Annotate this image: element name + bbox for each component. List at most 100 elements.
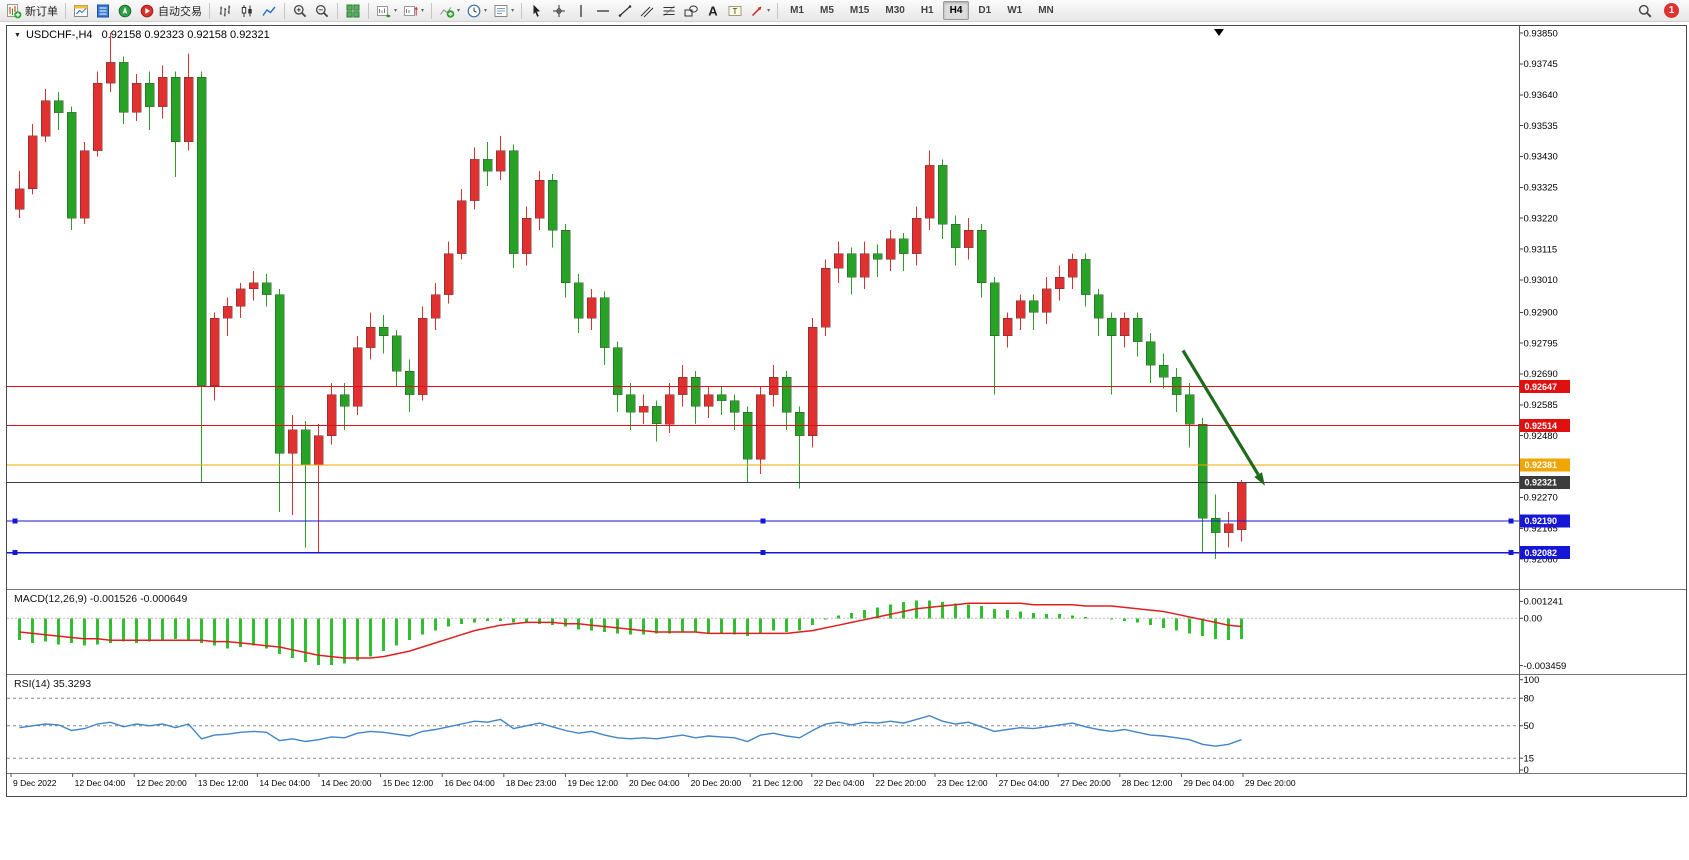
svg-text:15 Dec 12:00: 15 Dec 12:00 bbox=[383, 778, 434, 788]
auto-trading-button[interactable]: 自动交易 bbox=[137, 1, 204, 21]
cursor-icon bbox=[529, 3, 545, 19]
shapes-button[interactable] bbox=[681, 1, 701, 21]
svg-text:0.92690: 0.92690 bbox=[1524, 369, 1558, 380]
timeframe-m1[interactable]: M1 bbox=[790, 5, 804, 16]
chevron-down-icon: ▾ bbox=[394, 8, 398, 14]
shapes-icon bbox=[683, 3, 699, 19]
new-chart-icon bbox=[73, 3, 89, 19]
zoom-out-icon bbox=[314, 3, 330, 19]
svg-text:0.93745: 0.93745 bbox=[1524, 59, 1558, 70]
svg-text:0.92381: 0.92381 bbox=[1525, 460, 1558, 470]
templates-button[interactable]: ▾ bbox=[491, 1, 516, 21]
fibonacci-button[interactable] bbox=[659, 1, 679, 21]
text-label-button[interactable]: T bbox=[725, 1, 745, 21]
svg-text:0.001241: 0.001241 bbox=[1524, 597, 1564, 608]
cursor-button[interactable] bbox=[527, 1, 547, 21]
equidistant-channel-button[interactable] bbox=[637, 1, 657, 21]
svg-text:12 Dec 20:00: 12 Dec 20:00 bbox=[136, 778, 187, 788]
rsi-label: RSI(14) 35.3293 bbox=[14, 678, 92, 690]
hline-support-1[interactable] bbox=[7, 518, 1519, 524]
trendline-button[interactable] bbox=[615, 1, 635, 21]
new-order-button[interactable]: 新订单 bbox=[4, 1, 60, 21]
toolbar-separator bbox=[209, 2, 210, 19]
search-button[interactable] bbox=[1635, 1, 1655, 21]
svg-text:22 Dec 04:00: 22 Dec 04:00 bbox=[814, 778, 865, 788]
timeframe-w1[interactable]: W1 bbox=[1007, 5, 1023, 16]
text-label-icon: T bbox=[727, 3, 743, 19]
market-watch-button[interactable] bbox=[93, 1, 113, 21]
macd-histogram bbox=[18, 600, 1243, 665]
new-order-icon bbox=[6, 3, 22, 19]
line-chart-button[interactable] bbox=[259, 1, 279, 21]
toolbar-right: 1 bbox=[1634, 1, 1686, 21]
svg-text:29 Dec 20:00: 29 Dec 20:00 bbox=[1245, 778, 1296, 788]
periods-button[interactable]: ▾ bbox=[464, 1, 489, 21]
timeframe-h1[interactable]: H1 bbox=[920, 5, 934, 16]
zoom-out-button[interactable] bbox=[312, 1, 332, 21]
svg-text:0.92165: 0.92165 bbox=[1524, 524, 1558, 535]
svg-text:0.93115: 0.93115 bbox=[1524, 244, 1558, 255]
notification-badge[interactable]: 1 bbox=[1664, 3, 1679, 18]
tile-windows-button[interactable] bbox=[343, 1, 363, 21]
toolbar-separator bbox=[431, 2, 433, 19]
auto-scroll-button[interactable]: ▾ bbox=[374, 1, 399, 21]
timeframe-h4[interactable]: H4 bbox=[942, 1, 970, 20]
vertical-line-button[interactable] bbox=[571, 1, 591, 21]
trendline-icon bbox=[617, 3, 633, 19]
rsi-pane: 100 80 50 150 bbox=[7, 675, 1539, 776]
timeframe-m15[interactable]: M15 bbox=[849, 5, 870, 16]
svg-text:0.92480: 0.92480 bbox=[1524, 431, 1558, 442]
svg-text:0.92900: 0.92900 bbox=[1524, 308, 1558, 319]
crosshair-icon bbox=[551, 3, 567, 19]
chevron-down-icon: ▾ bbox=[767, 8, 771, 14]
new-chart-button[interactable] bbox=[71, 1, 91, 21]
svg-text:16 Dec 04:00: 16 Dec 04:00 bbox=[444, 778, 495, 788]
svg-text:0.93850: 0.93850 bbox=[1524, 28, 1558, 39]
pane-separators bbox=[7, 26, 1686, 774]
macd-signal-line bbox=[19, 602, 1242, 659]
timeframe-d1[interactable]: D1 bbox=[978, 5, 992, 16]
svg-text:27 Dec 20:00: 27 Dec 20:00 bbox=[1060, 778, 1111, 788]
bar-chart-button[interactable] bbox=[215, 1, 235, 21]
arrows-button[interactable]: ▾ bbox=[747, 1, 772, 21]
symbol-name: USDCHF-,H4 bbox=[25, 29, 93, 41]
zoom-in-button[interactable] bbox=[290, 1, 310, 21]
svg-text:27 Dec 04:00: 27 Dec 04:00 bbox=[999, 778, 1050, 788]
svg-text:0.93010: 0.93010 bbox=[1524, 275, 1558, 286]
candle-chart-button[interactable] bbox=[237, 1, 257, 21]
timeframe-m5[interactable]: M5 bbox=[820, 5, 834, 16]
svg-text:0.93325: 0.93325 bbox=[1524, 183, 1558, 194]
indicators-button[interactable]: ▾ bbox=[437, 1, 462, 21]
hline-support-2[interactable] bbox=[7, 550, 1519, 556]
svg-text:0.92585: 0.92585 bbox=[1524, 400, 1558, 411]
line-chart-icon bbox=[261, 3, 277, 19]
time-axis: 9 Dec 2022 12 Dec 04:00 12 Dec 20:00 13 Dec… bbox=[10, 773, 1296, 788]
timeframe-m30[interactable]: M30 bbox=[885, 5, 905, 16]
text-button[interactable]: A bbox=[703, 1, 723, 21]
symbol-label[interactable]: ▼ USDCHF-,H4 0.92158 0.92323 0.92158 0.9… bbox=[14, 29, 270, 41]
svg-text:A: A bbox=[708, 3, 718, 18]
horizontal-line-button[interactable] bbox=[593, 1, 613, 21]
macd-label: MACD(12,26,9) -0.001526 -0.000649 bbox=[14, 593, 188, 605]
chart-window: 0.93850 0.93745 0.93640 0.93535 0.93430 0.933… bbox=[6, 25, 1687, 797]
svg-text:-0.003459: -0.003459 bbox=[1524, 661, 1567, 672]
search-icon bbox=[1637, 3, 1653, 19]
crosshair-button[interactable] bbox=[549, 1, 569, 21]
trend-arrow-annotation[interactable] bbox=[1181, 349, 1265, 486]
svg-text:14 Dec 04:00: 14 Dec 04:00 bbox=[259, 778, 310, 788]
vertical-line-icon bbox=[573, 3, 589, 19]
toolbar-buttons: 新订单 自动交易 ▾ ▾ ▾ ▾ ▾ A T ▾ M1 M5 M15 M30 H1 H4 D1 W1 MN bbox=[3, 0, 1062, 21]
svg-text:20 Dec 20:00: 20 Dec 20:00 bbox=[691, 778, 742, 788]
chart-shift-button[interactable]: ▾ bbox=[401, 1, 426, 21]
svg-text:80: 80 bbox=[1524, 693, 1535, 704]
navigator-button[interactable] bbox=[115, 1, 135, 21]
chevron-down-icon: ▾ bbox=[511, 8, 515, 14]
chart-svg: 0.93850 0.93745 0.93640 0.93535 0.93430 0.933… bbox=[7, 26, 1686, 788]
auto-trading-icon bbox=[139, 3, 155, 19]
svg-text:22 Dec 20:00: 22 Dec 20:00 bbox=[875, 778, 926, 788]
svg-text:28 Dec 12:00: 28 Dec 12:00 bbox=[1122, 778, 1173, 788]
svg-text:9 Dec 2022: 9 Dec 2022 bbox=[13, 778, 57, 788]
svg-text:23 Dec 12:00: 23 Dec 12:00 bbox=[937, 778, 988, 788]
timeframe-mn[interactable]: MN bbox=[1038, 5, 1054, 16]
svg-text:0.92060: 0.92060 bbox=[1524, 554, 1558, 565]
